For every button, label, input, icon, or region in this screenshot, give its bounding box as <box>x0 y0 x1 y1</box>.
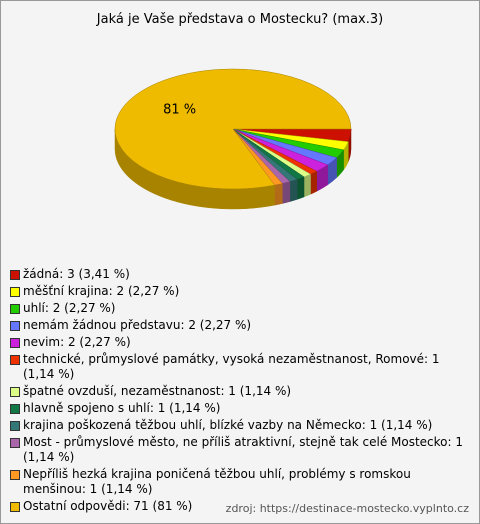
legend-swatch <box>10 387 20 397</box>
legend-entry: nevim: 2 (2,27 %) <box>10 335 472 350</box>
data-label: 81 % <box>163 103 196 118</box>
legend-swatch <box>10 502 20 512</box>
legend-entry: měšťní krajina: 2 (2,27 %) <box>10 284 472 299</box>
pie-side <box>303 173 311 198</box>
legend-entry: Ostatní odpovědi: 71 (81 %) <box>10 499 472 514</box>
legend-label: nevim: 2 (2,27 %) <box>23 335 131 349</box>
legend: žádná: 3 (3,41 %) měšťní krajina: 2 (2,27… <box>10 267 472 516</box>
legend-label: krajina poškozená těžbou uhlí, blízké va… <box>23 418 433 432</box>
legend-label: uhlí: 2 (2,27 %) <box>23 301 116 315</box>
pie-side <box>282 181 291 204</box>
legend-entry: špatné ovzduší, nezaměstnanost: 1 (1,14 … <box>10 384 472 399</box>
legend-label: nemám žádnou představu: 2 (2,27 %) <box>23 318 252 332</box>
legend-entry: technické, průmyslové památky, vysoká ne… <box>10 352 472 382</box>
pie-side <box>289 179 298 202</box>
legend-swatch <box>10 270 20 280</box>
pie-tops <box>114 68 352 190</box>
legend-swatch <box>10 338 20 348</box>
legend-entry: Most - průmyslové město, ne příliš atrak… <box>10 435 472 465</box>
legend-label: Nepříliš hezká krajina poničená těžbou u… <box>23 467 411 496</box>
legend-swatch <box>10 438 20 448</box>
legend-entry: krajina poškozená těžbou uhlí, blízké va… <box>10 418 472 433</box>
legend-entry: uhlí: 2 (2,27 %) <box>10 301 472 316</box>
pie-area: Jaká je Vaše představa o Mostecku? (max.… <box>96 12 383 210</box>
legend-swatch <box>10 421 20 431</box>
legend-swatch <box>10 404 20 414</box>
legend-swatch <box>10 304 20 314</box>
legend-entry: žádná: 3 (3,41 %) <box>10 267 472 282</box>
pie-side <box>310 170 317 195</box>
pie-side <box>274 183 283 206</box>
legend-label: Ostatní odpovědi: 71 (81 %) <box>23 499 193 513</box>
legend-label: Most - průmyslové město, ne příliš atrak… <box>23 435 464 464</box>
legend-swatch <box>10 355 20 365</box>
legend-label: hlavně spojeno s uhlí: 1 (1,14 %) <box>23 401 221 415</box>
chart-title: Jaká je Vaše představa o Mostecku? (max.… <box>96 12 383 27</box>
legend-label: špatné ovzduší, nezaměstnanost: 1 (1,14 … <box>23 384 292 398</box>
source: zdroj: https://destinace-mostecko.vyplnt… <box>225 502 469 515</box>
legend-swatch <box>10 321 20 331</box>
pie-slice <box>114 68 352 190</box>
legend-entry: Nepříliš hezká krajina poničená těžbou u… <box>10 467 472 497</box>
legend-swatch <box>10 470 20 480</box>
legend-label: měšťní krajina: 2 (2,27 %) <box>23 284 180 298</box>
legend-entry: hlavně spojeno s uhlí: 1 (1,14 %) <box>10 401 472 416</box>
legend-label: žádná: 3 (3,41 %) <box>23 267 130 281</box>
legend-label: technické, průmyslové památky, vysoká ne… <box>23 352 440 381</box>
pie-side <box>296 176 305 200</box>
legend-swatch <box>10 287 20 297</box>
legend-entry: nemám žádnou představu: 2 (2,27 %) <box>10 318 472 333</box>
